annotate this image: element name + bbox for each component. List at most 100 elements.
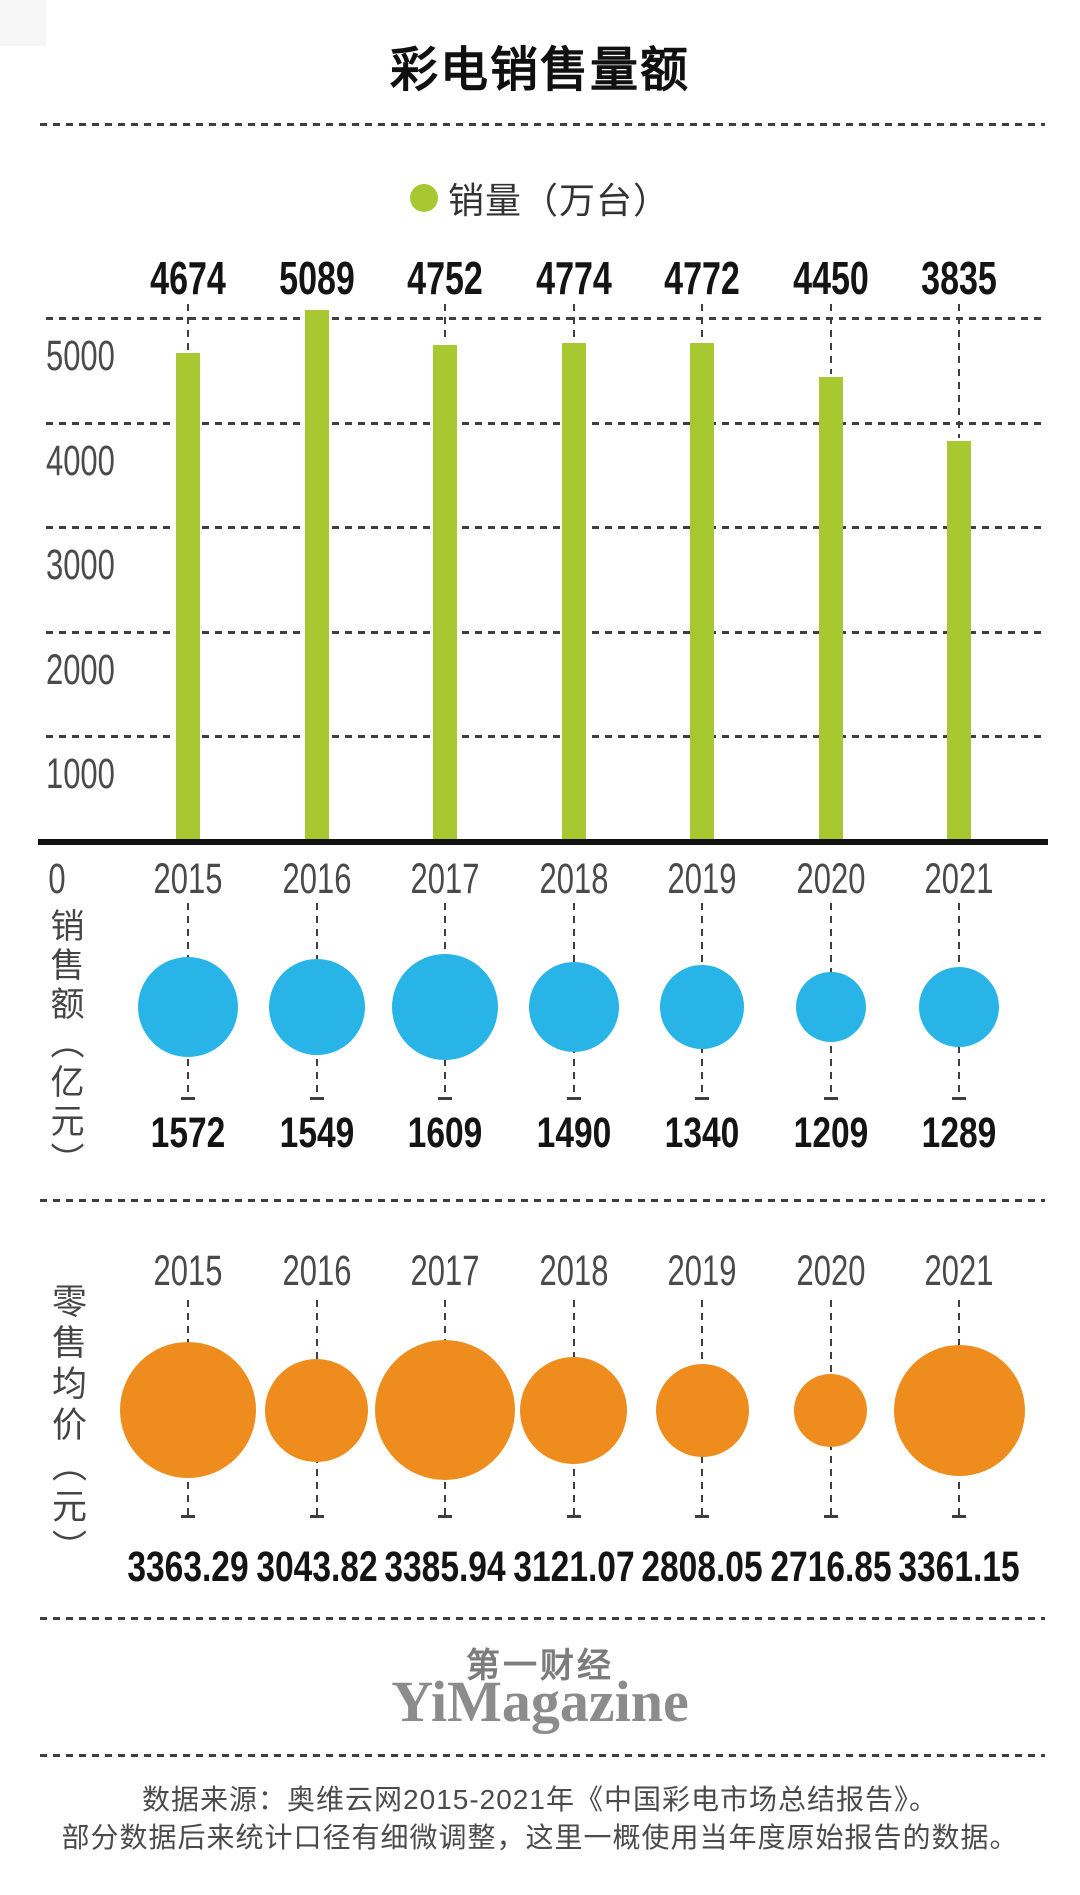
corner-artifact xyxy=(0,0,46,46)
bar-value-label: 3835 xyxy=(921,252,997,304)
year-label: 2020 xyxy=(796,1247,865,1295)
year-label: 2018 xyxy=(539,1247,608,1295)
bubble xyxy=(655,1363,749,1457)
y-tick-label: 1000 xyxy=(46,750,115,798)
bubble-value-label: 1490 xyxy=(536,1109,611,1157)
bar-value-label: 4450 xyxy=(792,252,869,304)
bar-connector-dashed xyxy=(829,304,832,374)
connector-foot xyxy=(309,1097,324,1100)
year-label: 2016 xyxy=(282,855,351,903)
bubble xyxy=(919,967,999,1047)
connector-foot xyxy=(952,1097,966,1100)
bubble-value-label: 1609 xyxy=(407,1109,483,1157)
gridline xyxy=(46,526,1045,529)
connector-foot xyxy=(438,1097,452,1100)
bubble-value-label: 3121.07 xyxy=(512,1543,635,1591)
connector-foot xyxy=(695,1515,709,1518)
sales-value-bubble-chart: 1572 1549 1609 1490 1340 1209 1289 xyxy=(138,903,999,1157)
bubble-value-label: 3385.94 xyxy=(384,1543,506,1591)
y-tick-label: 3000 xyxy=(46,541,115,589)
connector-foot xyxy=(181,1515,195,1518)
zero-tick-label: 0 xyxy=(48,855,66,903)
bar xyxy=(176,353,200,842)
year-label: 2017 xyxy=(410,1247,480,1295)
bubble-value-label: 1209 xyxy=(793,1109,868,1157)
bubble-value-label: 2808.05 xyxy=(641,1543,763,1591)
bar xyxy=(561,343,586,842)
y-tick-label: 2000 xyxy=(46,646,115,694)
connector-foot xyxy=(181,1097,195,1100)
connector-foot xyxy=(566,1097,581,1100)
gridline xyxy=(46,735,1045,738)
bar-value-label: 5089 xyxy=(278,252,355,304)
sales-volume-bar-chart: 1000 2000 3000 4000 5000 4674 5089 4752 4774 4772… xyxy=(0,0,1080,903)
bar xyxy=(690,343,714,842)
year-label: 2018 xyxy=(539,855,608,903)
bubble xyxy=(268,959,365,1055)
page-title: 彩电销售量额 xyxy=(389,44,690,97)
bubble xyxy=(520,1356,627,1464)
connector-foot xyxy=(695,1097,709,1100)
bar-value-label: 4774 xyxy=(535,252,612,304)
connector-foot xyxy=(823,1515,838,1518)
bubble-value-label: 3361.15 xyxy=(898,1543,1020,1591)
connector-foot xyxy=(566,1515,581,1518)
year-label: 2019 xyxy=(667,855,737,903)
year-label: 2021 xyxy=(924,1247,994,1295)
gridline xyxy=(46,631,1045,634)
avg-price-bubble-chart: 2015 2016 2017 2018 2019 2020 2021 3363.29 3043.… xyxy=(120,1247,1025,1591)
year-label: 2016 xyxy=(282,1247,351,1295)
bubble xyxy=(138,957,238,1057)
separator-dashed-top xyxy=(40,123,1045,126)
bubble xyxy=(893,1344,1025,1476)
year-label: 2021 xyxy=(924,855,994,903)
separator-dashed-mid2 xyxy=(40,1617,1045,1620)
gridline xyxy=(46,317,1045,320)
bubble xyxy=(375,1340,515,1480)
legend-label: 销量（万台） xyxy=(447,180,670,221)
bar-value-label: 4772 xyxy=(664,252,740,304)
bubble xyxy=(794,1373,867,1447)
separator-dashed-mid1 xyxy=(40,1199,1045,1202)
bar xyxy=(433,345,457,842)
legend: 销量（万台） xyxy=(0,172,1080,224)
bar-value-label: 4752 xyxy=(407,252,483,304)
bubble-value-label: 1340 xyxy=(664,1109,740,1157)
bubble-value-label: 3043.82 xyxy=(255,1543,378,1591)
bubble xyxy=(392,954,498,1060)
year-label: 2019 xyxy=(667,1247,737,1295)
publisher-logo-cn: 第一财经 xyxy=(466,1647,614,1685)
avg-price-axis-label: 零售均价（元） xyxy=(47,1283,86,1570)
publisher-logo-en: YiMagazine xyxy=(391,1669,689,1734)
bubble xyxy=(795,972,866,1042)
legend-dot-icon xyxy=(409,184,438,212)
bar-connector-dashed xyxy=(958,304,960,438)
source-note-line1: 数据来源：奥维云网2015-2021年《中国彩电市场总结报告》。 xyxy=(142,1784,938,1815)
year-label: 2015 xyxy=(153,1247,223,1295)
year-label: 2017 xyxy=(410,855,480,903)
bar xyxy=(818,377,843,842)
bubble xyxy=(528,962,619,1052)
bar-value-label: 4674 xyxy=(150,252,226,304)
y-tick-label: 4000 xyxy=(46,437,115,485)
sales-value-axis-label: 销售额（亿元） xyxy=(45,908,83,1181)
bubble xyxy=(265,1358,368,1462)
x-axis-baseline xyxy=(38,839,1048,845)
source-note-line2: 部分数据后来统计口径有细微调整，这里一概使用当年度原始报告的数据。 xyxy=(61,1822,1019,1853)
gridline xyxy=(46,422,1045,425)
connector-foot xyxy=(952,1515,966,1518)
connector-foot xyxy=(309,1515,324,1518)
bar-connector-dashed xyxy=(187,304,189,350)
bubble xyxy=(120,1342,256,1478)
connector-foot xyxy=(438,1515,452,1518)
bubble-value-label: 3363.29 xyxy=(127,1543,249,1591)
separator-dashed-bottom xyxy=(40,1754,1045,1757)
year-label: 2015 xyxy=(153,855,223,903)
bubble-value-label: 1289 xyxy=(921,1109,997,1157)
year-label: 2020 xyxy=(796,855,865,903)
bar-connector-dashed xyxy=(572,304,575,340)
bar-connector-dashed xyxy=(444,304,446,342)
y-tick-label: 5000 xyxy=(46,332,115,380)
bubble-value-label: 1572 xyxy=(150,1109,226,1157)
